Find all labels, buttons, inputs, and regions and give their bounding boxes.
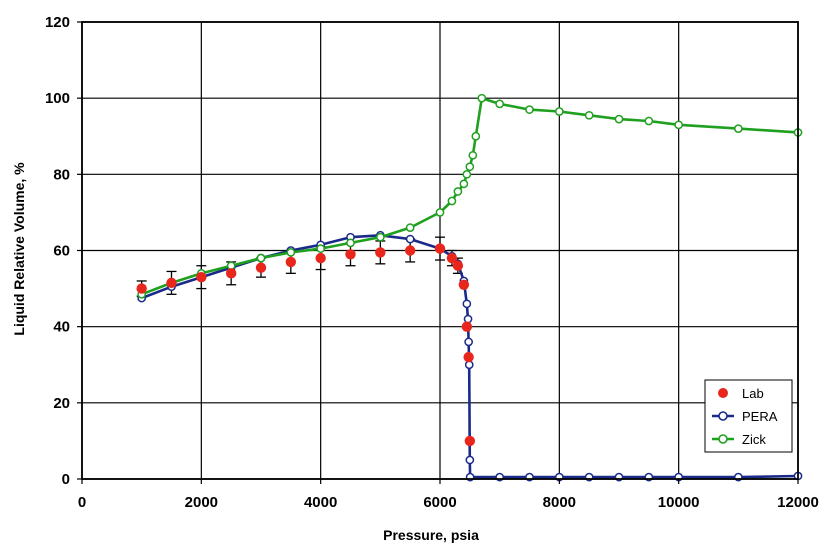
point-pera: [465, 455, 475, 465]
point-zick: [256, 253, 266, 263]
point-lab: [461, 321, 473, 332]
series-line-zick: [141, 96, 799, 296]
x-tick-label: 6000: [423, 494, 456, 511]
x-axis-title: Pressure, psia: [383, 527, 479, 543]
point-zick: [286, 248, 296, 257]
point-lab: [196, 271, 207, 283]
legend: Lab PERA Zick: [704, 379, 793, 453]
point-zick: [584, 110, 594, 120]
point-zick: [459, 179, 469, 189]
point-zick: [554, 107, 564, 116]
legend-label-zick: Zick: [742, 432, 766, 447]
point-lab: [458, 279, 470, 290]
legend-label-lab: Lab: [742, 386, 764, 401]
point-pera: [462, 299, 472, 309]
point-lab: [446, 252, 458, 264]
point-lab: [345, 249, 356, 260]
point-zick: [733, 124, 743, 133]
point-zick: [468, 150, 478, 160]
point-zick: [346, 238, 355, 248]
y-tick-label: 60: [53, 243, 70, 260]
point-lab: [463, 351, 474, 363]
point-zick: [435, 208, 445, 217]
legend-item-lab: Lab: [718, 386, 764, 401]
point-zick: [405, 223, 415, 232]
point-lab: [452, 260, 464, 271]
legend-item-pera: PERA: [712, 409, 778, 424]
x-tick-label: 8000: [543, 494, 576, 511]
legend-item-zick: Zick: [712, 432, 766, 447]
point-lab: [285, 256, 297, 268]
legend-marker-pera: [718, 411, 728, 421]
legend-label-pera: PERA: [742, 409, 778, 424]
y-tick-label: 80: [53, 166, 70, 183]
point-lab: [434, 243, 446, 254]
point-lab: [464, 435, 476, 447]
point-lab: [315, 252, 326, 264]
grid-layer: [81, 21, 799, 480]
point-zick: [644, 116, 654, 126]
point-zick: [465, 162, 475, 172]
y-tick-label: 20: [53, 395, 70, 412]
x-tick-label: 12000: [777, 494, 819, 511]
y-tick-label: 120: [45, 14, 70, 31]
point-lab: [136, 283, 147, 294]
point-pera: [463, 314, 473, 324]
point-zick: [525, 105, 534, 114]
axis-layer: 0 2000 4000 6000 8000 10000 12000 0 20 40 60 80 100 1…: [45, 14, 819, 511]
point-lab: [166, 277, 177, 289]
point-zick: [316, 244, 326, 253]
point-lab: [255, 262, 267, 273]
y-axis-title: Liquid Relative Volume, %: [11, 162, 27, 336]
legend-marker-lab: [718, 388, 728, 398]
x-tick-label: 10000: [658, 494, 700, 511]
point-zick: [495, 99, 505, 109]
point-zick: [614, 114, 624, 124]
point-zick: [375, 232, 385, 242]
y-tick-label: 0: [62, 471, 70, 488]
point-zick: [674, 120, 684, 130]
point-lab: [225, 268, 237, 279]
legend-marker-zick: [718, 434, 728, 444]
point-zick: [447, 196, 457, 206]
point-zick: [477, 93, 487, 103]
y-tick-label: 100: [45, 90, 70, 107]
x-tick-label: 4000: [304, 494, 337, 511]
x-tick-label: 2000: [185, 494, 218, 511]
x-tick-label: 0: [78, 494, 86, 511]
point-zick: [453, 187, 463, 196]
point-pera: [405, 234, 415, 244]
point-pera: [464, 337, 473, 347]
point-lab: [404, 245, 416, 256]
point-zick: [462, 169, 472, 179]
y-tick-label: 40: [53, 319, 70, 336]
point-lab: [375, 247, 386, 258]
point-zick: [471, 131, 481, 141]
